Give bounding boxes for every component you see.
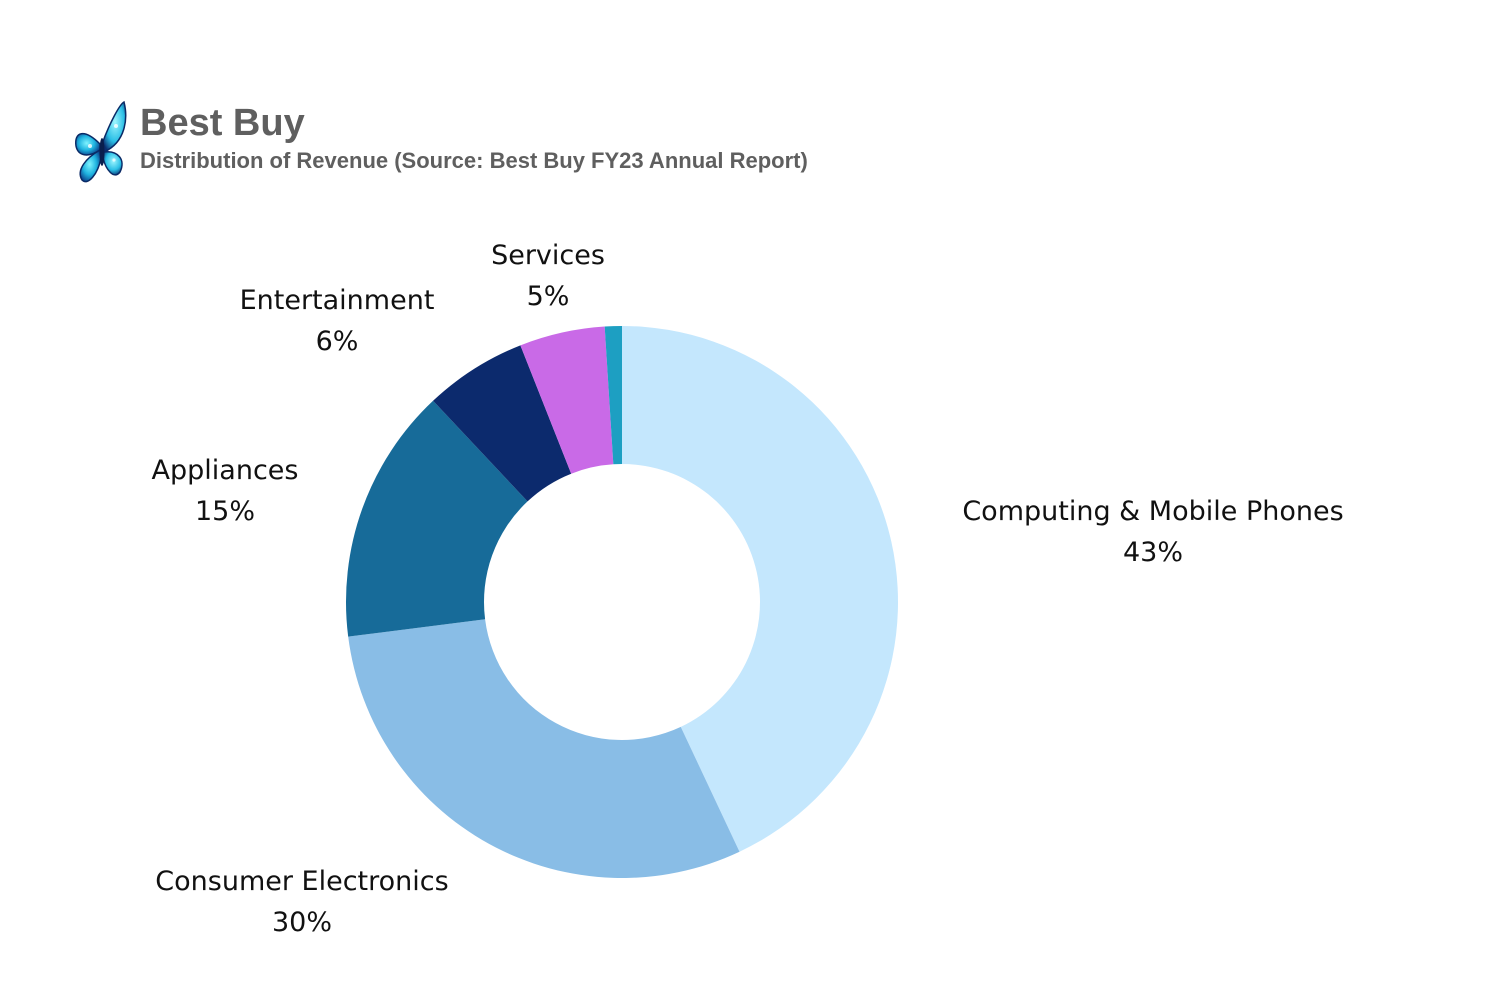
- slice-value-label: 6%: [316, 326, 359, 357]
- slice-value-label: 43%: [1123, 537, 1183, 568]
- donut-slice: [520, 326, 614, 474]
- donut-slice: [345, 400, 528, 637]
- slice-value-label: 5%: [527, 281, 570, 312]
- donut-slice: [348, 619, 740, 878]
- chart-subtitle: Distribution of Revenue (Source: Best Bu…: [140, 148, 808, 173]
- slice-label: Services: [491, 240, 605, 271]
- slice-label: Entertainment: [240, 285, 435, 316]
- donut-slice: [433, 345, 572, 502]
- slice-value-label: 30%: [272, 907, 332, 938]
- donut-slice: [604, 326, 622, 465]
- slice-label: Appliances: [152, 455, 299, 486]
- donut-slice: [622, 326, 898, 852]
- slice-value-label: 15%: [195, 496, 255, 527]
- chart-title: Best Buy: [140, 102, 305, 144]
- butterfly-icon: [75, 100, 127, 183]
- slice-label: Consumer Electronics: [155, 866, 448, 897]
- slice-label: Computing & Mobile Phones: [962, 496, 1343, 527]
